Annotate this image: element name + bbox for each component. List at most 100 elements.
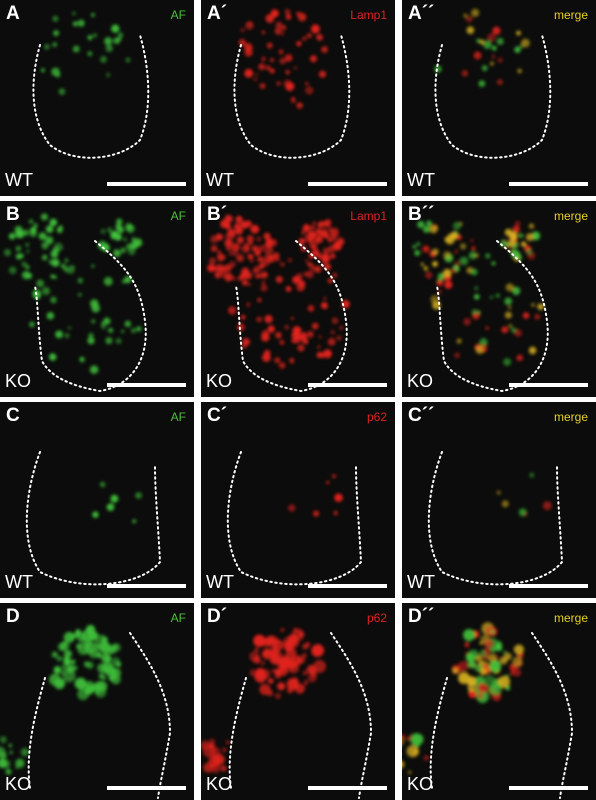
signal-spot <box>412 749 419 756</box>
signal-spot <box>473 51 482 60</box>
genotype-label: KO <box>407 774 434 794</box>
signal-spot <box>333 241 339 247</box>
signal-spot <box>520 241 527 247</box>
signal-spot <box>51 651 58 658</box>
signal-spot <box>313 510 320 517</box>
signal-spot <box>275 331 282 339</box>
signal-spot <box>476 38 481 43</box>
signal-spot <box>456 338 462 344</box>
fluorescence <box>3 213 143 374</box>
signal-spot <box>459 243 467 250</box>
signal-spot <box>276 81 281 86</box>
signal-spot <box>50 296 57 304</box>
signal-spot <box>97 240 107 250</box>
signal-spot <box>317 221 325 229</box>
signal-spot <box>332 272 338 278</box>
signal-spot <box>210 763 221 773</box>
signal-spot <box>311 643 325 657</box>
micrograph <box>25 451 186 588</box>
signal-spot <box>306 330 314 338</box>
signal-spot <box>111 24 120 33</box>
signal-spot <box>272 639 284 651</box>
signal-spot <box>72 45 80 53</box>
signal-spot <box>51 258 60 267</box>
signal-spot <box>110 230 119 240</box>
signal-spot <box>236 254 245 263</box>
signal-spot <box>260 284 268 292</box>
signal-spot <box>8 232 16 240</box>
panel-label: B <box>6 204 20 225</box>
signal-spot <box>58 88 66 96</box>
signal-spot <box>508 324 513 328</box>
signal-spot <box>123 237 128 242</box>
signal-spot <box>296 41 302 47</box>
signal-spot <box>89 365 99 374</box>
signal-spot <box>64 332 70 339</box>
signal-spot <box>266 635 276 645</box>
signal-spot <box>483 675 496 688</box>
signal-spot <box>240 221 249 229</box>
signal-spot <box>305 270 315 279</box>
signal-spot <box>46 311 55 320</box>
signal-spot <box>284 54 293 62</box>
signal-spot <box>331 317 339 324</box>
stain-label: Lamp1 <box>350 209 387 223</box>
signal-spot <box>101 643 113 655</box>
micrograph-panel: C AF WT <box>0 402 194 598</box>
fluorescence <box>287 474 343 517</box>
micrograph <box>233 8 387 186</box>
signal-spot <box>521 38 530 48</box>
cell-outline <box>32 34 150 159</box>
signal-spot <box>55 330 63 339</box>
panel-label: B´´ <box>408 204 435 225</box>
signal-spot <box>454 249 459 254</box>
stain-label: Lamp1 <box>350 8 387 22</box>
signal-spot <box>330 330 336 335</box>
signal-spot <box>60 263 67 269</box>
panel-label: A´ <box>207 3 228 24</box>
signal-spot <box>21 270 31 280</box>
signal-spot <box>298 238 306 245</box>
signal-spot <box>436 279 443 286</box>
signal-spot <box>444 280 453 289</box>
signal-spot <box>466 15 473 23</box>
signal-spot <box>489 660 502 673</box>
signal-spot <box>514 220 521 227</box>
signal-spot <box>265 65 271 71</box>
signal-spot <box>287 504 296 512</box>
signal-spot <box>334 493 343 502</box>
signal-spot <box>278 362 286 369</box>
signal-spot <box>214 271 222 279</box>
signal-spot <box>487 33 496 42</box>
stain-label: merge <box>553 611 588 625</box>
signal-spot <box>261 661 265 666</box>
signal-spot <box>14 225 23 235</box>
signal-spot <box>0 736 7 744</box>
signal-spot <box>467 682 477 692</box>
signal-spot <box>296 11 301 16</box>
signal-spot <box>474 253 479 258</box>
signal-spot <box>274 672 282 679</box>
signal-spot <box>223 264 232 273</box>
signal-spot <box>249 669 257 677</box>
signal-spot <box>259 263 265 269</box>
signal-spot <box>63 649 73 659</box>
fluorescence <box>496 472 552 517</box>
signal-spot <box>512 667 522 677</box>
panel-label: D <box>6 606 20 627</box>
signal-spot <box>287 258 292 263</box>
signal-spot <box>333 510 338 516</box>
signal-spot <box>247 282 252 287</box>
signal-spot <box>63 631 75 643</box>
signal-spot <box>402 760 405 769</box>
micrograph <box>3 213 186 393</box>
signal-spot <box>100 323 107 330</box>
signal-spot <box>497 675 511 689</box>
signal-spot <box>86 661 94 669</box>
signal-spot <box>130 327 137 334</box>
signal-spot <box>336 335 342 341</box>
signal-spot <box>291 330 301 340</box>
signal-spot <box>318 335 322 339</box>
signal-spot <box>48 353 57 361</box>
signal-spot <box>255 73 259 77</box>
